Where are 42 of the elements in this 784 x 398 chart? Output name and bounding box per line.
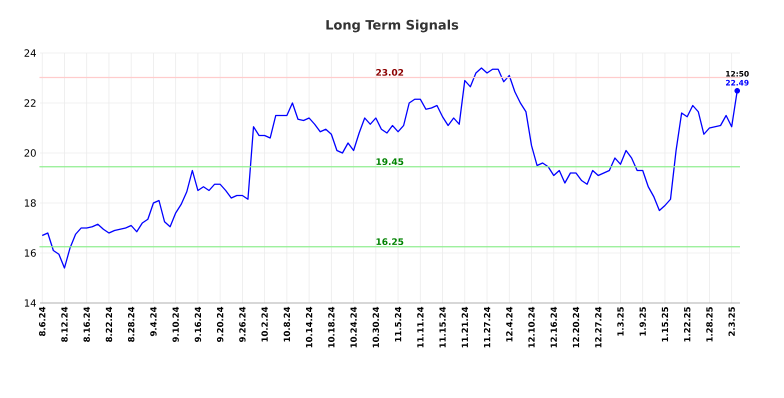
x-tick-label: 10.8.24 <box>284 306 290 342</box>
x-tick-label: 9.4.24 <box>150 306 157 336</box>
x-tick-label: 1.15.25 <box>662 307 668 342</box>
x-tick-label: 12.4.24 <box>506 306 512 342</box>
x-tick-label: 1.22.25 <box>684 307 690 342</box>
x-tick-label: 9.20.24 <box>216 306 224 342</box>
x-tick-label: 10.24.24 <box>350 306 357 348</box>
x-tick-label: 12.10.24 <box>528 306 535 348</box>
x-tick-label: 11.15.24 <box>439 306 446 348</box>
y-tick-label: 20 <box>24 149 36 157</box>
x-tick-label: 10.18.24 <box>328 306 335 348</box>
x-tick-label: 11.21.24 <box>462 306 468 348</box>
x-tick-label: 9.16.24 <box>194 306 202 342</box>
x-tick-label: 10.14.24 <box>306 306 312 348</box>
x-tick-label: 8.6.24 <box>39 306 46 336</box>
y-tick-label: 14 <box>24 299 36 307</box>
x-tick-label: 10.30.24 <box>372 306 380 348</box>
y-tick-label: 24 <box>24 49 36 57</box>
x-tick-label: 1.28.25 <box>706 307 713 342</box>
ref-line-label: 16.25 <box>376 238 404 246</box>
x-tick-label: 9.26.24 <box>239 306 246 342</box>
x-tick-label: 10.2.24 <box>261 306 268 342</box>
x-tick-label: 8.28.24 <box>128 306 134 342</box>
y-tick-label: 22 <box>24 99 36 107</box>
x-tick-label: 8.16.24 <box>84 306 90 342</box>
x-tick-label: 8.12.24 <box>61 306 68 342</box>
x-tick-label: 11.11.24 <box>417 306 424 348</box>
x-tick-label: 8.22.24 <box>106 306 112 342</box>
x-tick-label: 12.16.24 <box>550 306 557 348</box>
y-tick-label: 16 <box>24 249 36 257</box>
x-tick-label: 11.27.24 <box>484 306 490 348</box>
x-tick-label: 11.5.24 <box>394 306 402 342</box>
x-tick-label: 9.10.24 <box>172 306 179 342</box>
x-tick-label: 1.3.25 <box>617 307 624 336</box>
ref-line-label: 19.45 <box>376 158 404 166</box>
y-tick-label: 18 <box>24 199 36 207</box>
x-tick-label: 2.3.25 <box>728 307 735 336</box>
ref-line-label: 23.02 <box>376 69 404 76</box>
x-tick-label: 1.9.25 <box>640 307 646 336</box>
x-tick-label: 12.20.24 <box>572 306 580 348</box>
chart-title: Long Term Signals <box>326 20 458 32</box>
x-tick-label: 12.27.24 <box>595 306 602 348</box>
